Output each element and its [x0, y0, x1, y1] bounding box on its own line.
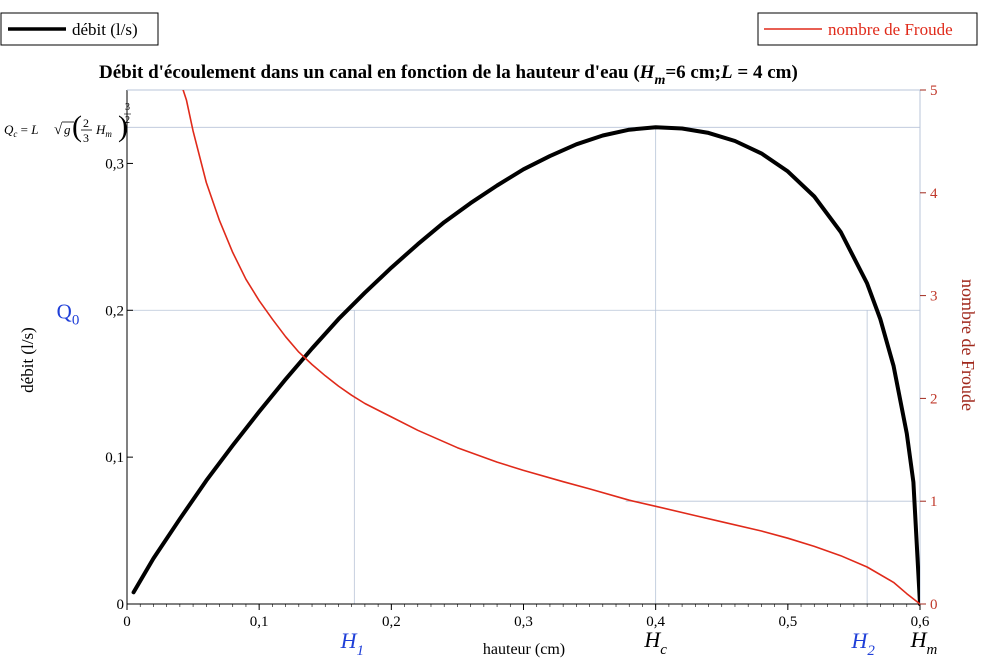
x-axis-label: hauteur (cm)	[483, 641, 565, 658]
qc-formula-hm: Hm	[95, 122, 112, 139]
marker-h1-label: H1	[340, 628, 364, 659]
grid-layer	[127, 126, 920, 604]
qc-formula-exp-num: 3	[125, 102, 130, 113]
title-main: Débit d'écoulement dans un canal en fonc…	[99, 62, 640, 83]
qc-formula: Qc = L √ g ( 2 3 Hm ) 3 2	[4, 102, 131, 145]
x-tick-label-3: 0,3	[514, 614, 533, 630]
legend-debit: débit (l/s)	[0, 12, 159, 46]
legend-froude-label: nombre de Froude	[828, 20, 953, 39]
x-tick-label-6: 0,6	[911, 614, 930, 630]
y-left-tick-label-3: 0,3	[105, 156, 124, 172]
series-debit-line	[131, 125, 920, 606]
qc-formula-sqrt: √	[54, 122, 63, 138]
y-left-axis-label: débit (l/s)	[18, 327, 37, 393]
series-layer	[131, 90, 920, 606]
qc-formula-den: 3	[83, 131, 89, 145]
marker-h2-label: H2	[850, 628, 875, 659]
y-left-tick-label-2: 0,2	[105, 303, 124, 319]
y-right-tick-label-4: 4	[930, 186, 938, 202]
title-var2: L	[720, 62, 733, 83]
y-right-tick-label-2: 2	[930, 391, 938, 407]
y-left-tick-label-1: 0,1	[105, 450, 124, 466]
title-end: = 4 cm)	[733, 62, 798, 83]
x-tick-label-4: 0,4	[646, 614, 665, 630]
qc-formula-g: g	[64, 122, 71, 137]
title-var: H	[639, 62, 656, 83]
qc-formula-paren-open: (	[72, 110, 82, 143]
x-tick-label-5: 0,5	[778, 614, 797, 630]
markers-layer: H1 Hc H2 Hm Q0	[57, 299, 938, 659]
legend-froude: nombre de Froude	[757, 12, 978, 46]
qc-formula-num: 2	[83, 116, 89, 130]
title-sub: m	[654, 73, 665, 88]
qc-formula-lhs: Qc = L	[4, 122, 38, 139]
series-froude-line	[182, 90, 920, 605]
x-tick-label-1: 0,1	[250, 614, 269, 630]
y-right-tick-label-0: 0	[930, 597, 938, 613]
x-tick-label-0: 0	[123, 614, 131, 630]
marker-hc-label: Hc	[643, 627, 667, 658]
qc-formula-paren-close: )	[118, 110, 128, 143]
y-left-tick-label-0: 0	[117, 597, 125, 613]
legend-debit-label: débit (l/s)	[72, 20, 138, 39]
y-right-tick-label-3: 3	[930, 289, 938, 305]
y-right-axis-label: nombre de Froude	[958, 279, 978, 411]
x-tick-label-2: 0,2	[382, 614, 401, 630]
y-right-tick-label-5: 5	[930, 83, 938, 99]
chart-title: Débit d'écoulement dans un canal en fonc…	[99, 62, 798, 88]
marker-hm-label: Hm	[910, 627, 938, 658]
qc-formula-exp-den: 2	[125, 115, 130, 126]
y-right-tick-label-1: 1	[930, 494, 938, 510]
title-rest: =6 cm;	[665, 62, 721, 83]
marker-q0-label: Q0	[57, 299, 80, 328]
